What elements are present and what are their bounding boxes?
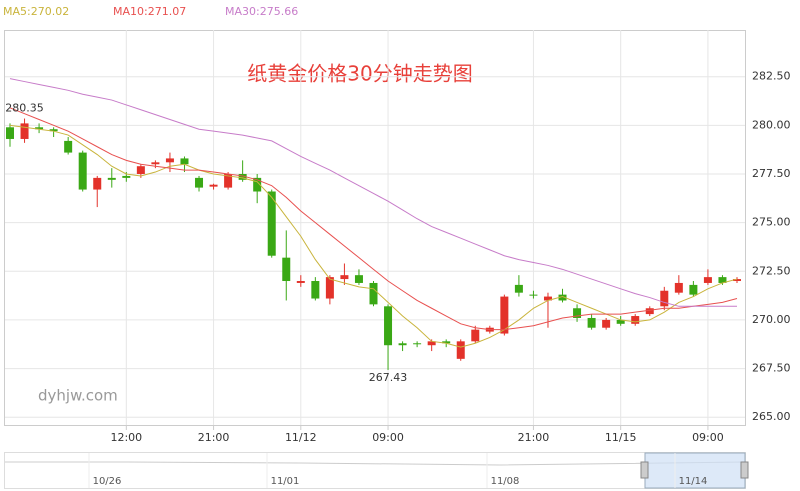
x-tick-label: 11/12 xyxy=(285,431,317,444)
candle-body xyxy=(413,343,422,345)
y-tick-label: 280.00 xyxy=(752,118,791,131)
navigator-label: 11/14 xyxy=(679,476,708,487)
candle-body xyxy=(514,284,523,293)
legend-item: MA5:270.02 xyxy=(3,5,69,18)
y-tick-label: 275.00 xyxy=(752,216,791,229)
y-tick-label: 267.50 xyxy=(752,362,791,375)
candle-body xyxy=(660,290,669,307)
candle-body xyxy=(689,284,698,295)
candle-body xyxy=(616,319,625,324)
candle-body xyxy=(35,127,44,130)
max-label: 280.35 xyxy=(5,102,44,115)
candle-body xyxy=(369,282,378,305)
candle-body xyxy=(543,296,552,301)
navigator-label: 10/26 xyxy=(93,476,122,487)
candle-body xyxy=(500,296,509,334)
candle-body xyxy=(311,281,320,299)
ma-line xyxy=(9,78,737,307)
chart-title: 纸黄金价格30分钟走势图 xyxy=(247,62,472,86)
candle-body xyxy=(733,279,741,282)
candle-body xyxy=(602,319,611,328)
y-tick-label: 272.50 xyxy=(752,264,791,277)
candle-body xyxy=(165,158,174,163)
navigator-label: 11/01 xyxy=(271,476,300,487)
navigator-selection[interactable] xyxy=(644,452,746,489)
x-tick-label: 21:00 xyxy=(198,431,230,444)
candle-body xyxy=(384,306,393,346)
candle-body xyxy=(224,173,233,188)
plot-frame xyxy=(4,30,746,426)
y-tick-label: 277.50 xyxy=(752,167,791,180)
candle-body xyxy=(558,294,567,301)
legend-item: MA10:271.07 xyxy=(113,5,186,18)
ma-line xyxy=(9,107,738,331)
candle-body xyxy=(209,184,218,187)
x-tick-label: 12:00 xyxy=(110,431,142,444)
candle-body xyxy=(93,177,102,190)
candle-body xyxy=(107,177,116,180)
candle-body xyxy=(49,129,58,132)
candle-body xyxy=(253,177,262,192)
ma-line xyxy=(9,124,738,348)
candle-body xyxy=(427,341,436,346)
candle-body xyxy=(645,308,654,315)
x-tick-label: 21:00 xyxy=(518,431,550,444)
candle-body xyxy=(442,341,451,344)
candle-body xyxy=(136,166,145,174)
candle-body xyxy=(180,158,189,165)
navigator-handle[interactable] xyxy=(640,461,649,479)
navigator-line xyxy=(5,461,746,466)
navigator-handle[interactable] xyxy=(740,461,749,479)
candle-body xyxy=(573,308,582,318)
candle-body xyxy=(238,173,247,180)
candle-body xyxy=(151,162,160,165)
candle-body xyxy=(6,127,14,139)
candle-body xyxy=(122,175,131,178)
candle-body xyxy=(456,341,465,359)
candle-body xyxy=(195,177,204,188)
watermark: dyhjw.com xyxy=(38,387,118,405)
y-tick-label: 270.00 xyxy=(752,313,791,326)
candle-body xyxy=(703,277,712,283)
candle-body xyxy=(398,343,407,346)
candle-body xyxy=(471,329,480,342)
min-label: 267.43 xyxy=(369,371,408,384)
x-tick-label: 09:00 xyxy=(372,431,404,444)
candle-body xyxy=(587,317,596,328)
candle-body xyxy=(718,277,727,283)
legend-item: MA30:275.66 xyxy=(225,5,298,18)
navigator-label: 11/08 xyxy=(491,476,520,487)
x-tick-label: 09:00 xyxy=(692,431,724,444)
candle-body xyxy=(20,123,29,139)
x-tick-label: 11/15 xyxy=(605,431,637,444)
candle-body xyxy=(354,275,363,283)
candle-body xyxy=(64,140,73,153)
candle-body xyxy=(631,316,640,324)
candle-body xyxy=(340,275,349,280)
candle-body xyxy=(674,282,683,293)
candle-body xyxy=(529,294,538,296)
navigator xyxy=(4,452,746,489)
y-tick-label: 282.50 xyxy=(752,70,791,83)
candle-body xyxy=(267,191,276,256)
candle-body xyxy=(296,281,305,283)
y-tick-label: 265.00 xyxy=(752,410,791,423)
candle-body xyxy=(282,257,291,282)
candle-body xyxy=(78,152,87,190)
candle-body xyxy=(325,277,334,299)
